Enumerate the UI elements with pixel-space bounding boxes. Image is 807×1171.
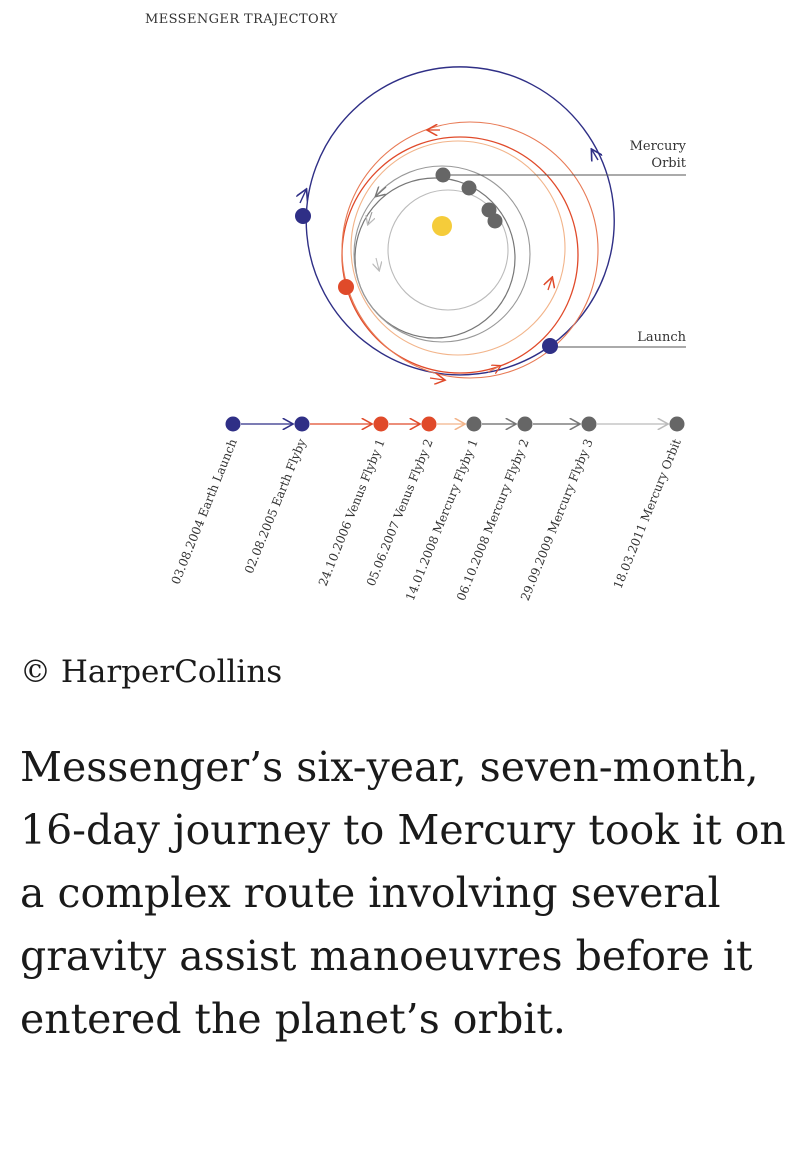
mercury-arrow-2 [368, 211, 372, 224]
venus-flyby-point [338, 279, 354, 295]
timeline-label: 29.09.2009 Mercury Flyby 3 [518, 437, 596, 603]
earth-flyby-point [295, 208, 311, 224]
timeline-point-venus [373, 416, 389, 432]
mercury-point-2 [461, 180, 477, 196]
timeline-label: 03.08.2004 Earth Launch [169, 437, 240, 587]
image-credit: © HarperCollins [20, 654, 283, 690]
earth-launch-point [542, 338, 558, 354]
timeline-point-mercury [517, 416, 533, 432]
venus-arrow-bottom-2 [487, 366, 500, 372]
timeline-point-earth [225, 416, 241, 432]
earth-arrow-left [300, 190, 306, 204]
earth-arrow-right [592, 150, 598, 160]
timeline-label: 18.03.2011 Mercury Orbit [611, 437, 684, 591]
venus-arrow-bottom [429, 378, 444, 380]
mercury-point-1 [435, 167, 451, 183]
caption-text: Messenger’s six-year, seven-month, 16-da… [20, 743, 786, 1043]
mercury-orbit-label-line1: Mercury [630, 139, 687, 154]
timeline-point-earth [294, 416, 310, 432]
earth-orbit-path [305, 66, 615, 376]
venus-orbit-3 [350, 140, 566, 356]
mercury-orbit-label-line2: Orbit [651, 156, 686, 171]
launch-label: Launch [637, 330, 686, 345]
timeline-point-mercury [669, 416, 685, 432]
mercury-orbit-1 [354, 177, 516, 339]
timeline-label: 02.08.2005 Earth Flyby [242, 437, 309, 576]
mercury-orbit-2 [353, 165, 531, 343]
timeline-point-venus [421, 416, 437, 432]
trajectory-diagram: MESSENGER TRAJECTORY Mercury Orbit Launc… [145, 12, 687, 603]
timeline-point-mercury [581, 416, 597, 432]
mercury-arrow-3 [376, 257, 379, 270]
diagram-title: MESSENGER TRAJECTORY [145, 12, 338, 27]
mission-timeline: 03.08.2004 Earth Launch 02.08.2005 Earth … [169, 416, 685, 603]
sun-icon [432, 216, 452, 236]
venus-arrow-right [548, 278, 552, 291]
mercury-orbit-3 [387, 189, 509, 311]
timeline-point-mercury [466, 416, 482, 432]
venus-orbit-2 [341, 121, 599, 379]
mercury-point-3 [481, 202, 497, 218]
mercury-point-4 [487, 213, 503, 229]
mercury-arrow-1 [376, 187, 387, 196]
